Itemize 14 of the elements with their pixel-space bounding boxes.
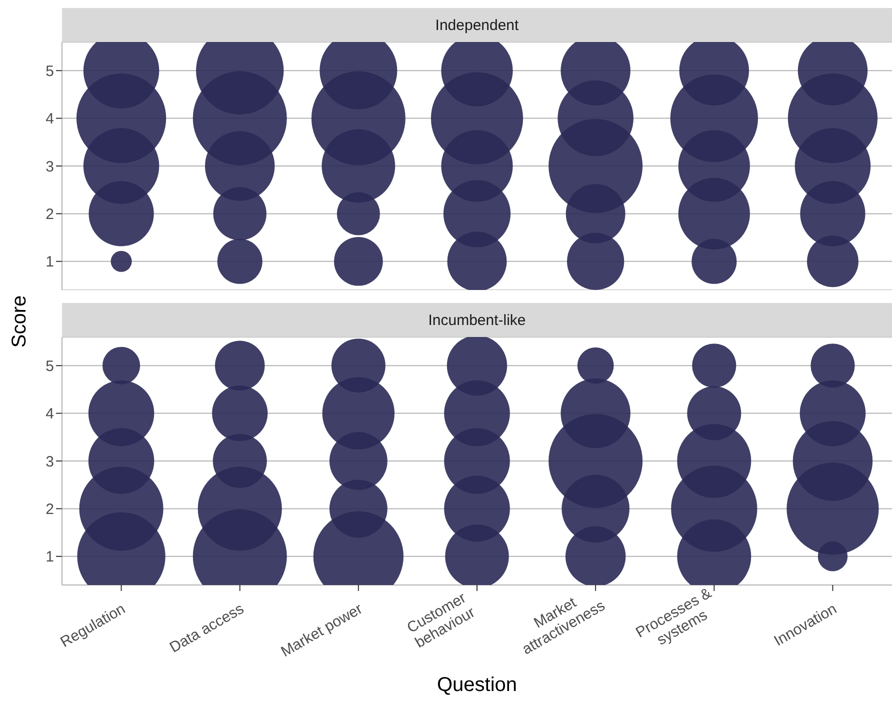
y-tick-label: 1 <box>46 254 54 271</box>
y-tick-label: 5 <box>46 62 54 80</box>
y-tick-label: 4 <box>46 406 54 423</box>
y-tick-label: 3 <box>46 453 54 470</box>
y-tick-label: 4 <box>46 110 54 128</box>
chart-title: Incumbent-like <box>428 312 526 328</box>
y-axis-title: Score <box>8 294 32 350</box>
y-tick-label: 5 <box>46 358 54 375</box>
y-tick-label: 1 <box>46 548 54 566</box>
y-tick-label: 2 <box>46 206 54 224</box>
y-tick-label: 3 <box>46 158 54 176</box>
chart-title: Independent <box>435 16 519 34</box>
y-tick-label: 2 <box>46 501 54 518</box>
x-axis-title: Question <box>436 674 518 697</box>
